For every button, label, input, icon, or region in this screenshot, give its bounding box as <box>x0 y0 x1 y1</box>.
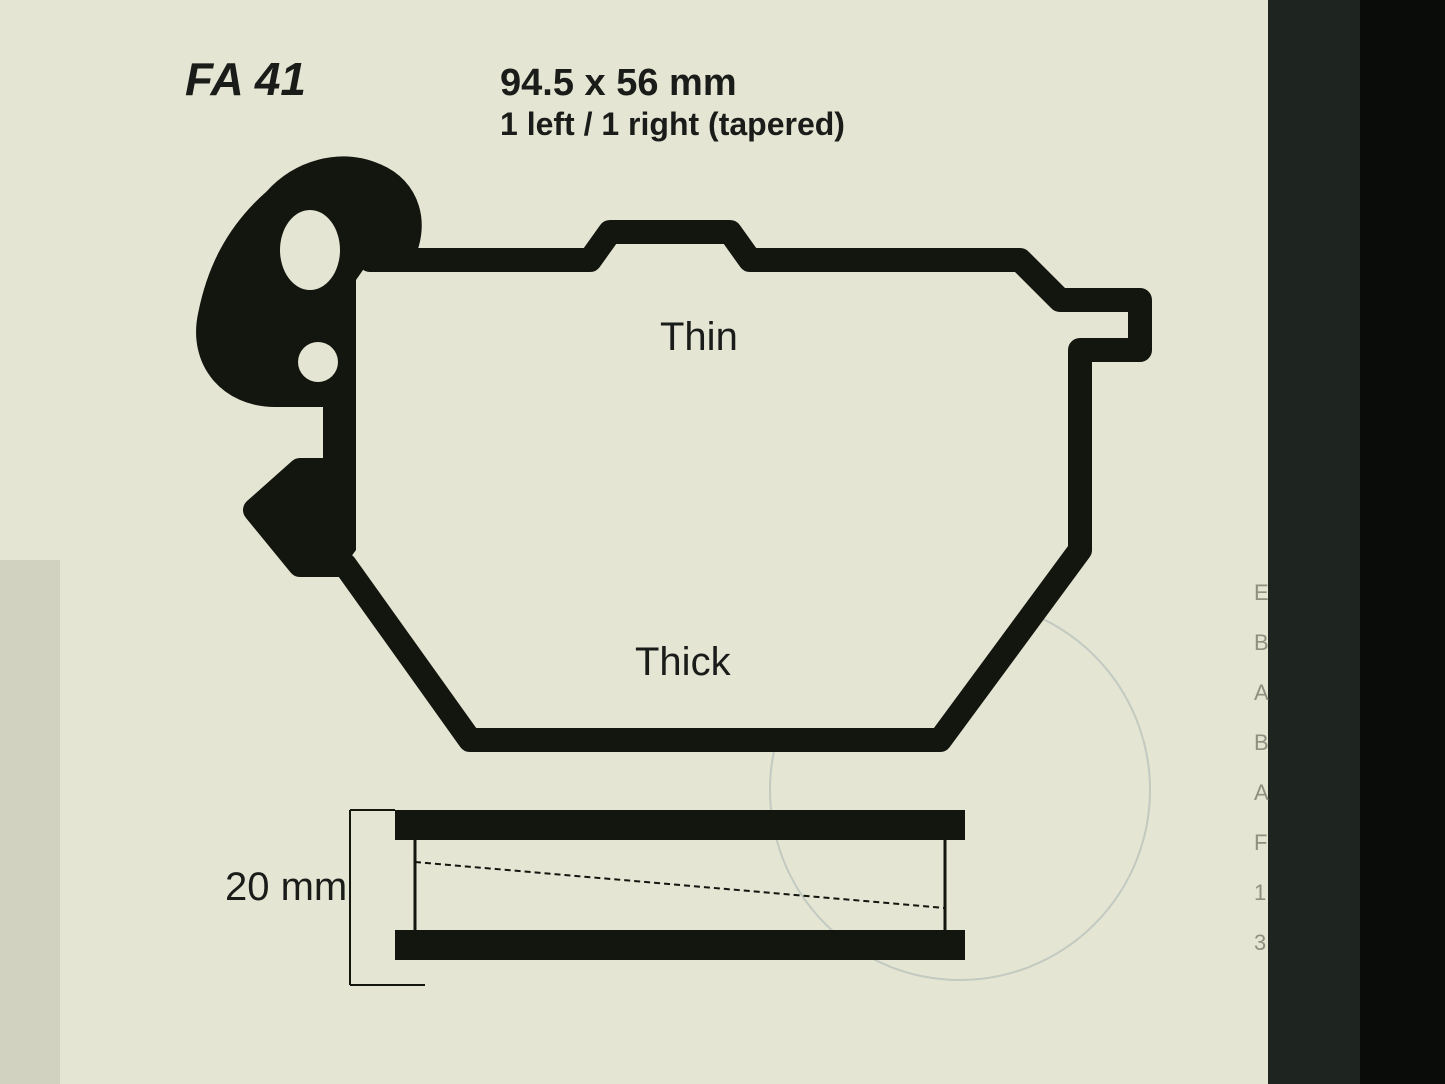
edge-text-hint: B <box>1254 630 1269 655</box>
edge-text-hint: 1 <box>1254 880 1266 905</box>
diagram-canvas: EBABAF13FA 4194.5 x 56 mm1 left / 1 righ… <box>0 0 1445 1084</box>
part-number: FA 41 <box>185 53 306 105</box>
left-gutter <box>0 560 60 1084</box>
subtitle-text: 1 left / 1 right (tapered) <box>500 106 845 142</box>
edge-text-hint: 3 <box>1254 930 1266 955</box>
edge-text-hint: A <box>1254 680 1269 705</box>
sideview-top-bar <box>395 810 965 840</box>
edge-text-hint: B <box>1254 730 1269 755</box>
sideview-dim-label: 20 mm <box>225 865 347 909</box>
edge-text-hint: A <box>1254 780 1269 805</box>
label-thin: Thin <box>660 315 738 359</box>
ear-hole-upper-cut <box>280 210 340 290</box>
ear-hole-lower-cut <box>298 342 338 382</box>
edge-text-hint: E <box>1254 580 1269 605</box>
edge-text-hint: F <box>1254 830 1267 855</box>
sideview-bottom-bar <box>395 930 965 960</box>
right-strip <box>1360 0 1445 1084</box>
dimensions-text: 94.5 x 56 mm <box>500 62 737 104</box>
label-thick: Thick <box>635 640 732 684</box>
